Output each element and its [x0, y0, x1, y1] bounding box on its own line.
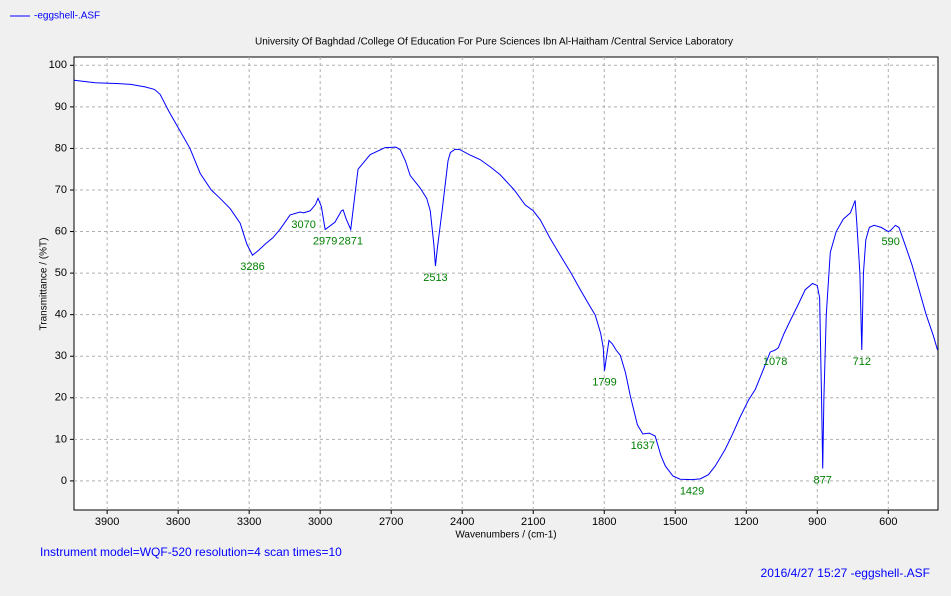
peak-label: 1637: [631, 440, 655, 452]
x-tick-label: 2100: [521, 516, 545, 528]
x-tick-label: 3000: [308, 516, 332, 528]
y-tick-label: 60: [55, 225, 67, 237]
peak-label: 2979: [313, 235, 337, 247]
peak-label: 1078: [763, 356, 787, 368]
x-tick-label: 1800: [592, 516, 616, 528]
y-tick-label: 90: [55, 101, 67, 113]
peak-label: 1429: [680, 486, 704, 498]
x-tick-label: 2400: [450, 516, 474, 528]
y-tick-label: 10: [55, 433, 67, 445]
chart-title: University Of Baghdad /College Of Educat…: [255, 37, 733, 48]
x-tick-label: 1500: [663, 516, 687, 528]
footer-right: 2016/4/27 15:27 -eggshell-.ASF: [761, 566, 930, 580]
y-tick-label: 50: [55, 267, 67, 279]
legend-label: -eggshell-.ASF: [34, 11, 100, 22]
y-tick-label: 30: [55, 350, 67, 362]
peak-label: 590: [881, 236, 899, 248]
y-tick-label: 20: [55, 392, 67, 404]
peak-label: 3070: [291, 219, 315, 231]
y-tick-label: 80: [55, 142, 67, 154]
peak-label: 2871: [338, 235, 362, 247]
plot-area: [73, 56, 939, 511]
x-tick-label: 900: [808, 516, 826, 528]
x-tick-label: 3600: [166, 516, 190, 528]
x-tick-label: 3300: [237, 516, 261, 528]
x-tick-label: 1200: [734, 516, 758, 528]
peak-label: 877: [814, 474, 832, 486]
peak-label: 3286: [240, 261, 264, 273]
x-tick-label: 600: [879, 516, 897, 528]
y-tick-label: 40: [55, 309, 67, 321]
spectrum-line: [73, 79, 939, 481]
x-axis-label: Wavenumbers / (cm-1): [455, 530, 556, 541]
x-tick-label: 2700: [379, 516, 403, 528]
x-tick-label: 3900: [95, 516, 119, 528]
peak-label: 1799: [592, 377, 616, 389]
y-tick-label: 0: [61, 475, 67, 487]
peak-label: 712: [853, 356, 871, 368]
y-tick-label: 100: [49, 59, 67, 71]
peak-label: 2513: [423, 272, 447, 284]
y-axis-label: Transmittance / (%T): [39, 238, 50, 331]
y-tick-label: 70: [55, 184, 67, 196]
footer-left: Instrument model=WQF-520 resolution=4 sc…: [40, 545, 342, 559]
